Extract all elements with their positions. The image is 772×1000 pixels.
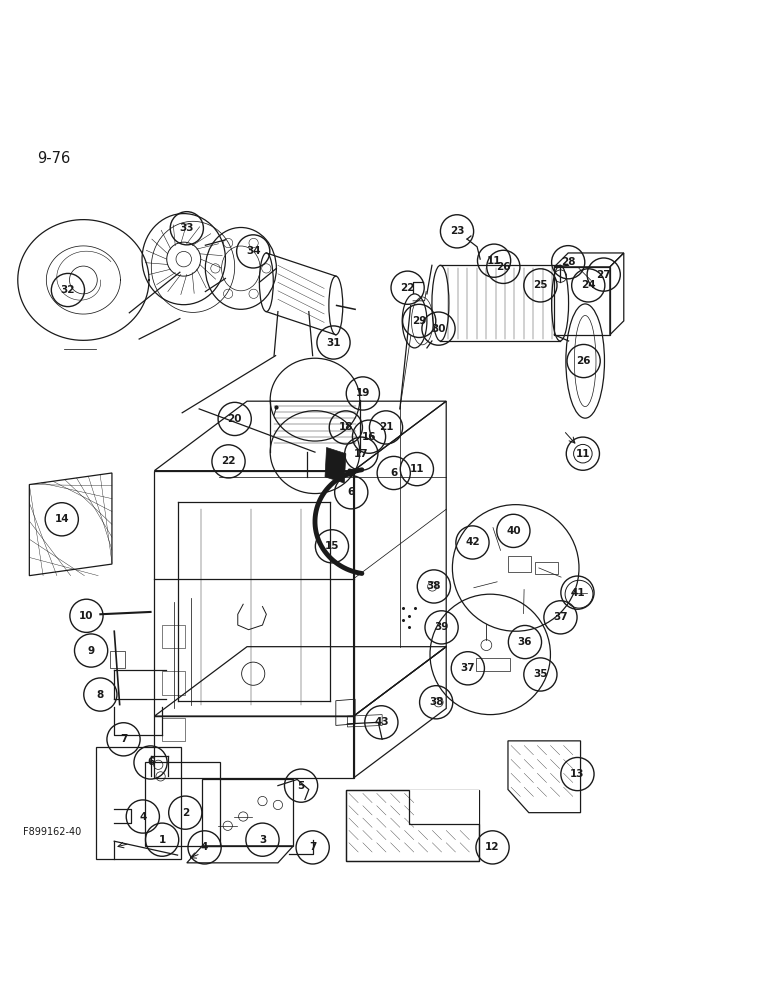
Text: 9: 9	[87, 646, 95, 656]
Text: 5: 5	[297, 781, 305, 791]
Text: 43: 43	[374, 717, 388, 727]
Text: 26: 26	[577, 356, 591, 366]
Text: 11: 11	[410, 464, 424, 474]
Text: 2: 2	[181, 808, 189, 818]
Text: 25: 25	[533, 280, 547, 290]
Text: 9-76: 9-76	[37, 151, 70, 166]
Text: 11: 11	[576, 449, 590, 459]
Text: 42: 42	[466, 537, 479, 547]
Text: 4: 4	[201, 842, 208, 852]
Text: 24: 24	[581, 280, 595, 290]
Text: 35: 35	[533, 669, 547, 679]
Text: 36: 36	[518, 637, 532, 647]
Text: 14: 14	[55, 514, 69, 524]
Text: 39: 39	[435, 622, 449, 632]
Text: 16: 16	[362, 432, 376, 442]
Polygon shape	[325, 448, 346, 483]
Text: 21: 21	[379, 422, 393, 432]
Text: 15: 15	[325, 541, 339, 551]
Text: 18: 18	[339, 422, 353, 432]
Text: 6: 6	[390, 468, 398, 478]
Text: 41: 41	[571, 588, 584, 598]
Polygon shape	[409, 790, 479, 824]
Text: 1: 1	[158, 835, 166, 845]
Text: 19: 19	[356, 388, 370, 398]
Text: 3: 3	[259, 835, 266, 845]
Text: 6: 6	[147, 757, 154, 767]
Text: 32: 32	[61, 285, 75, 295]
Text: 23: 23	[450, 226, 464, 236]
Text: 4: 4	[139, 812, 147, 822]
Text: 28: 28	[561, 257, 575, 267]
Text: 22: 22	[222, 456, 235, 466]
Text: 13: 13	[571, 769, 584, 779]
Text: 29: 29	[412, 316, 426, 326]
Text: 6: 6	[347, 487, 355, 497]
Text: 40: 40	[506, 526, 520, 536]
Text: 11: 11	[487, 256, 501, 266]
Text: 17: 17	[354, 449, 368, 459]
Text: 38: 38	[429, 697, 443, 707]
Text: 7: 7	[120, 734, 127, 744]
Text: F899162-40: F899162-40	[23, 827, 81, 837]
Text: 7: 7	[309, 842, 317, 852]
Text: 37: 37	[461, 663, 475, 673]
Text: 38: 38	[427, 581, 441, 591]
Text: 33: 33	[180, 223, 194, 233]
Text: 22: 22	[401, 283, 415, 293]
Text: 8: 8	[96, 690, 104, 700]
Text: 34: 34	[246, 246, 260, 256]
Text: 31: 31	[327, 338, 340, 348]
Text: 27: 27	[597, 270, 611, 280]
Text: 30: 30	[432, 324, 445, 334]
Text: 20: 20	[228, 414, 242, 424]
Text: 26: 26	[496, 262, 510, 272]
Text: 12: 12	[486, 842, 499, 852]
Text: 10: 10	[80, 611, 93, 621]
Text: 37: 37	[554, 612, 567, 622]
